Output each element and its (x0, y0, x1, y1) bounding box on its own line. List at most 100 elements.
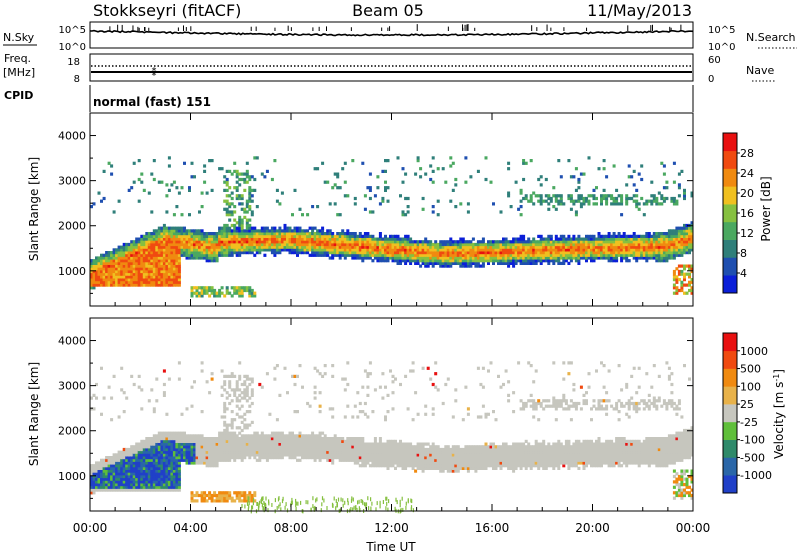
power-cell (135, 237, 139, 241)
power-cell (132, 275, 136, 279)
velocity-cell (195, 437, 199, 441)
power-cell (258, 248, 262, 252)
power-cell (270, 242, 274, 247)
power-cell (557, 242, 561, 247)
velocity-cell (142, 477, 146, 481)
power-cell (225, 237, 229, 241)
power-cell (429, 245, 433, 249)
power-cell (137, 261, 141, 265)
power-cell (572, 245, 576, 249)
velocity-cell (97, 469, 101, 473)
power-cell (243, 177, 247, 182)
power-cell (499, 261, 503, 265)
power-cell (313, 240, 317, 244)
velocity-cell (117, 474, 121, 479)
power-cell (155, 242, 159, 247)
power-cell (426, 253, 430, 257)
power-cell (409, 240, 413, 244)
power-cell (338, 213, 342, 217)
power-cell (451, 240, 455, 244)
power-cell (215, 248, 219, 252)
power-cell (250, 294, 254, 298)
velocity-cell (122, 477, 126, 481)
power-cell (660, 251, 664, 255)
power-cell (469, 245, 473, 249)
power-cell (615, 259, 619, 263)
freq-left-label-1: Freq. (4, 52, 31, 65)
power-cell (233, 248, 237, 252)
colorbar-segment (723, 239, 737, 258)
power-cell (667, 256, 671, 260)
velocity-cell (270, 456, 274, 460)
velocity-cell (132, 480, 136, 484)
power-cell (142, 278, 146, 282)
power-cell (180, 213, 184, 217)
power-cell (125, 283, 129, 287)
power-cell (102, 267, 106, 271)
velocity-cell (356, 461, 360, 465)
power-cell (107, 251, 111, 255)
velocity-cell (137, 488, 141, 492)
power-cell (331, 237, 335, 241)
power-cell (607, 242, 611, 247)
velocity-cell (107, 485, 111, 489)
power-cell (640, 253, 644, 257)
power-cell (177, 245, 181, 249)
power-cell (145, 245, 149, 249)
velocity-cell (296, 437, 299, 441)
power-cell (446, 259, 450, 263)
power-cell (665, 186, 669, 190)
velocity-cell (235, 399, 239, 403)
velocity-cell (90, 472, 93, 476)
power-cell (152, 234, 156, 238)
velocity-cell (225, 499, 229, 503)
power-cell (657, 232, 661, 236)
power-cell (223, 242, 227, 247)
velocity-cell (172, 464, 176, 468)
velocity-cell (336, 456, 340, 460)
velocity-cell (105, 469, 109, 473)
velocity-cell (233, 437, 237, 441)
velocity-cell (107, 458, 111, 462)
power-cell (585, 253, 588, 257)
power-cell (577, 251, 581, 255)
power-cell (625, 248, 629, 252)
velocity-cell (265, 447, 269, 452)
velocity-cell (318, 431, 322, 435)
power-cell (313, 251, 317, 255)
power-cell (112, 261, 116, 265)
power-cell (605, 175, 609, 179)
power-cell (690, 267, 694, 271)
velocity-cell (175, 469, 179, 473)
velocity-cell (358, 445, 362, 449)
power-cell (125, 251, 129, 255)
power-cell (675, 280, 679, 284)
power-cell (198, 294, 201, 298)
power-cell (100, 267, 103, 271)
power-cell (542, 199, 546, 203)
power-cell (665, 259, 669, 263)
power-cell (105, 251, 109, 255)
velocity-cell (318, 450, 322, 454)
power-cell (582, 256, 586, 260)
velocity-cell (190, 447, 194, 452)
power-cell (627, 251, 631, 255)
power-cell (492, 253, 495, 257)
velocity-cell (248, 439, 252, 443)
power-cell (612, 259, 616, 263)
velocity-cell (301, 445, 304, 449)
power-cell (685, 251, 689, 255)
power-cell (115, 275, 119, 279)
power-cell (431, 242, 435, 247)
velocity-cell (117, 485, 121, 489)
power-cell (559, 202, 563, 206)
power-cell (542, 237, 546, 241)
power-cell (582, 242, 586, 247)
power-cell (662, 232, 666, 236)
power-cell (627, 253, 631, 257)
power-cell (569, 259, 573, 263)
velocity-cell (225, 426, 229, 430)
velocity-cell (210, 372, 214, 376)
power-cell (238, 226, 242, 230)
velocity-cell (198, 434, 201, 438)
